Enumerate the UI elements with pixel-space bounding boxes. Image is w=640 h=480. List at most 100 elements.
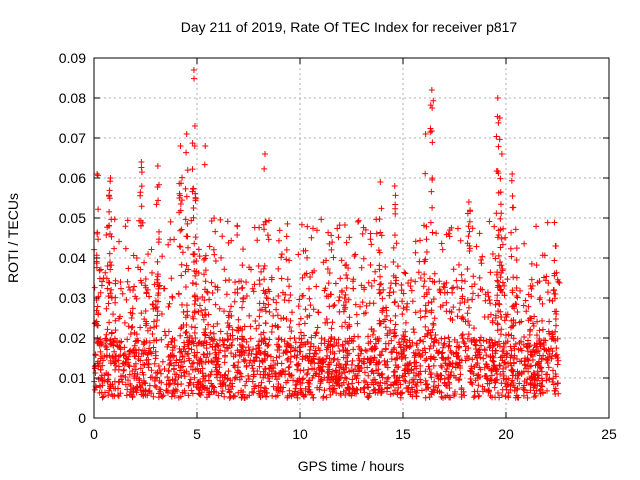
data-point (414, 346, 421, 353)
data-point (468, 283, 475, 290)
data-point (495, 143, 502, 150)
data-point (436, 388, 443, 395)
data-point (482, 297, 489, 304)
data-point (470, 273, 477, 280)
data-point (391, 329, 398, 336)
data-point (224, 218, 231, 225)
data-point (539, 300, 546, 307)
data-point (264, 232, 271, 239)
data-point (306, 347, 313, 354)
data-point (337, 364, 344, 371)
data-point (158, 336, 165, 343)
data-point (288, 373, 295, 380)
data-point (234, 286, 241, 293)
data-point (232, 289, 239, 296)
data-point (470, 325, 477, 332)
data-point (494, 278, 501, 285)
data-point (228, 386, 235, 393)
data-point (321, 387, 328, 394)
data-point (306, 285, 313, 292)
data-point (131, 373, 138, 380)
data-point (445, 334, 452, 341)
data-point (202, 286, 209, 293)
data-point (408, 277, 415, 284)
data-point (138, 169, 145, 176)
data-point (300, 341, 307, 348)
data-point (552, 328, 559, 335)
data-point (405, 384, 412, 391)
data-point (146, 339, 153, 346)
data-point (299, 274, 306, 281)
data-point (101, 353, 108, 360)
data-point (219, 233, 226, 240)
data-point (97, 336, 104, 343)
data-point (283, 233, 290, 240)
data-point (372, 345, 379, 352)
data-point (495, 300, 502, 307)
data-point (327, 342, 334, 349)
data-point (335, 234, 342, 241)
data-point (368, 241, 375, 248)
data-point (446, 342, 453, 349)
data-point (509, 303, 516, 310)
data-point (384, 376, 391, 383)
data-point (305, 357, 312, 364)
data-point (386, 292, 393, 299)
data-point (98, 340, 105, 347)
data-point (475, 292, 482, 299)
data-point (360, 385, 367, 392)
data-point (187, 363, 194, 370)
data-point (446, 360, 453, 367)
data-point (140, 351, 147, 358)
data-point (480, 355, 487, 362)
data-point (310, 225, 317, 232)
data-point (419, 352, 426, 359)
data-point (420, 283, 427, 290)
data-point (422, 357, 429, 364)
x-axis-label: GPS time / hours (298, 458, 405, 474)
data-point (262, 385, 269, 392)
data-point (507, 354, 514, 361)
data-point (513, 292, 520, 299)
data-point (371, 277, 378, 284)
data-point (413, 393, 420, 400)
data-point (544, 289, 551, 296)
data-point (166, 300, 173, 307)
data-point (476, 274, 483, 281)
data-point (229, 342, 236, 349)
data-point (186, 357, 193, 364)
data-point (267, 353, 274, 360)
peak-point (154, 163, 161, 169)
data-point (124, 336, 131, 343)
data-point (470, 290, 477, 297)
data-point (311, 267, 318, 274)
data-point (98, 389, 105, 396)
data-point (429, 139, 436, 146)
data-point (544, 371, 551, 378)
data-point (313, 227, 320, 234)
data-point (265, 236, 272, 243)
data-point (261, 355, 268, 362)
data-point (304, 223, 311, 230)
data-point (535, 359, 542, 366)
data-point (183, 302, 190, 309)
data-point (423, 289, 430, 296)
data-point (556, 279, 563, 286)
data-point (136, 217, 143, 224)
data-point (520, 386, 527, 393)
data-point (396, 374, 403, 381)
data-point (517, 287, 524, 294)
data-point (261, 276, 268, 283)
data-point (250, 371, 257, 378)
data-point (254, 351, 261, 358)
data-point (496, 283, 503, 290)
data-point (137, 387, 144, 394)
data-point (246, 347, 253, 354)
data-point (376, 281, 383, 288)
data-point (422, 302, 429, 309)
data-point (274, 360, 281, 367)
data-point (292, 339, 299, 346)
data-point (378, 371, 385, 378)
data-point (508, 253, 515, 260)
data-point (308, 234, 315, 241)
